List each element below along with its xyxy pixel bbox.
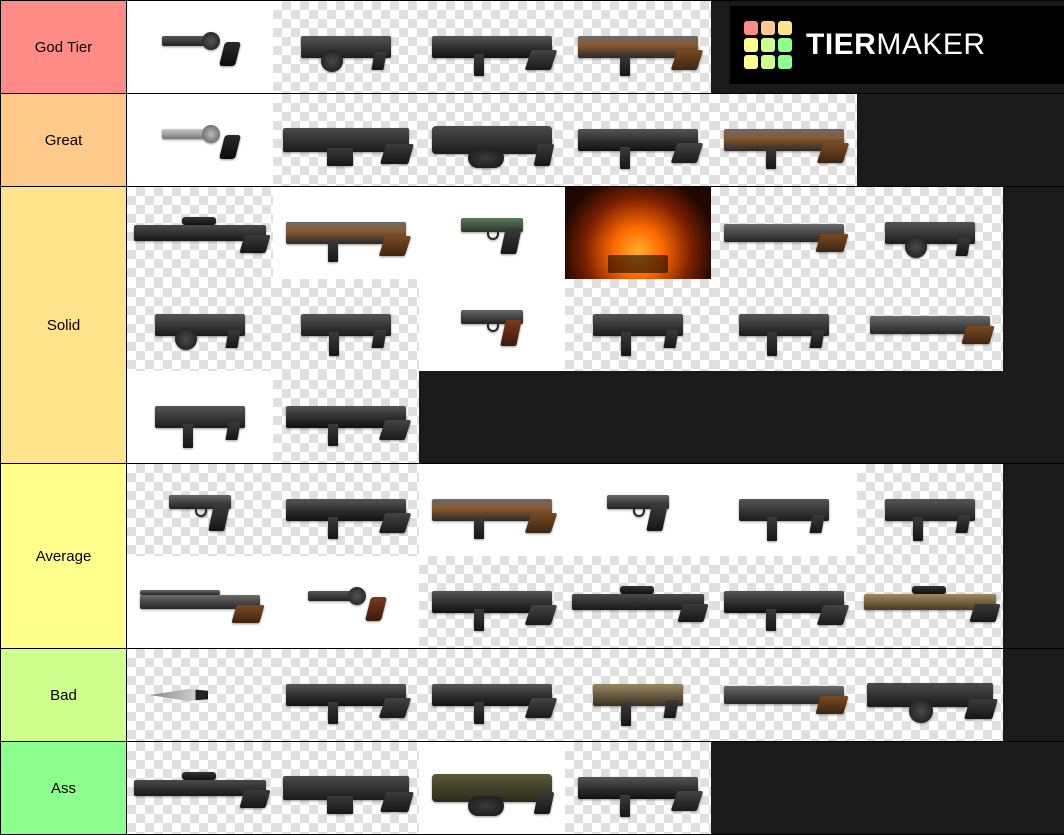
tiermaker-brand: TIERMAKER xyxy=(730,6,1064,84)
item-revolver-antique[interactable] xyxy=(127,1,273,93)
tier-items-solid xyxy=(127,187,1064,463)
tier-label-solid[interactable]: Solid xyxy=(1,187,127,463)
item-smg-drum-2[interactable] xyxy=(127,279,273,371)
tier-items-average xyxy=(127,464,1064,648)
tier-label-average[interactable]: Average xyxy=(1,464,127,648)
tier-label-bad[interactable]: Bad xyxy=(1,649,127,741)
tier-items-ass xyxy=(127,742,1064,834)
tier-list: God TierGreatSolidAverageBadAss xyxy=(0,0,1064,835)
item-knife[interactable] xyxy=(127,649,273,741)
item-rifle-bullpup-1[interactable] xyxy=(711,556,857,648)
item-shotgun-pump[interactable] xyxy=(711,187,857,279)
item-shotgun-tac[interactable] xyxy=(857,279,1003,371)
item-pistol-1911-style[interactable] xyxy=(565,464,711,556)
tier-items-great xyxy=(127,94,1064,186)
item-rifle-scoped-1[interactable] xyxy=(565,556,711,648)
item-rifle-fal-style[interactable] xyxy=(273,187,419,279)
item-smg-mp5-style[interactable] xyxy=(711,464,857,556)
item-pistol-tac[interactable] xyxy=(127,464,273,556)
item-rifle-carbine-2[interactable] xyxy=(419,649,565,741)
item-smg-ppsh-style[interactable] xyxy=(273,1,419,93)
item-rifle-bullpup-2[interactable] xyxy=(273,649,419,741)
brand-text-bold: TIER xyxy=(806,28,876,61)
item-revolver-heavy[interactable] xyxy=(127,94,273,186)
item-rifle-black-1[interactable] xyxy=(419,556,565,648)
item-shotgun-double[interactable] xyxy=(127,556,273,648)
item-lmg-wood[interactable] xyxy=(273,742,419,834)
item-rifle-m16-style[interactable] xyxy=(273,464,419,556)
item-rifle-wood-2[interactable] xyxy=(711,94,857,186)
item-launcher-grenade[interactable] xyxy=(419,742,565,834)
tier-label-ass[interactable]: Ass xyxy=(1,742,127,834)
item-smg-compact-1[interactable] xyxy=(273,279,419,371)
brand-text-thin: MAKER xyxy=(876,28,985,61)
item-sniper-heavy[interactable] xyxy=(127,742,273,834)
item-smg-thompson-style[interactable] xyxy=(857,187,1003,279)
item-shotgun-short[interactable] xyxy=(711,649,857,741)
item-smg-mp40-style[interactable] xyxy=(857,464,1003,556)
item-rifle-modern-2[interactable] xyxy=(565,94,711,186)
item-smg-uzi-style[interactable] xyxy=(127,371,273,463)
item-rifle-carbine-1[interactable] xyxy=(273,371,419,463)
tier-row-average: Average xyxy=(1,464,1064,649)
item-lmg-1[interactable] xyxy=(273,94,419,186)
item-revolver-python-style[interactable] xyxy=(273,556,419,648)
brand-text: TIERMAKER xyxy=(806,28,986,62)
brand-grid-icon xyxy=(744,21,792,69)
item-pistol-mauser-style[interactable] xyxy=(419,279,565,371)
tier-row-ass: Ass xyxy=(1,742,1064,835)
item-zombie-scene[interactable] xyxy=(565,187,711,279)
item-sniper-tan[interactable] xyxy=(857,556,1003,648)
item-rifle-modern-1[interactable] xyxy=(419,1,565,93)
tier-label-great[interactable]: Great xyxy=(1,94,127,186)
tier-items-bad xyxy=(127,649,1064,741)
item-sniper-1[interactable] xyxy=(127,187,273,279)
item-smg-pdw[interactable] xyxy=(711,279,857,371)
tier-row-great: Great xyxy=(1,94,1064,187)
item-lmg-drum[interactable] xyxy=(857,649,1003,741)
item-pistol-green[interactable] xyxy=(419,187,565,279)
item-rifle-ak-style[interactable] xyxy=(565,1,711,93)
tier-row-solid: Solid xyxy=(1,187,1064,464)
item-launcher-big[interactable] xyxy=(419,94,565,186)
item-smg-tan[interactable] xyxy=(565,649,711,741)
item-rifle-black-2[interactable] xyxy=(565,742,711,834)
tier-label-god[interactable]: God Tier xyxy=(1,1,127,93)
tier-row-bad: Bad xyxy=(1,649,1064,742)
item-smg-compact-2[interactable] xyxy=(565,279,711,371)
item-rifle-garand-style[interactable] xyxy=(419,464,565,556)
